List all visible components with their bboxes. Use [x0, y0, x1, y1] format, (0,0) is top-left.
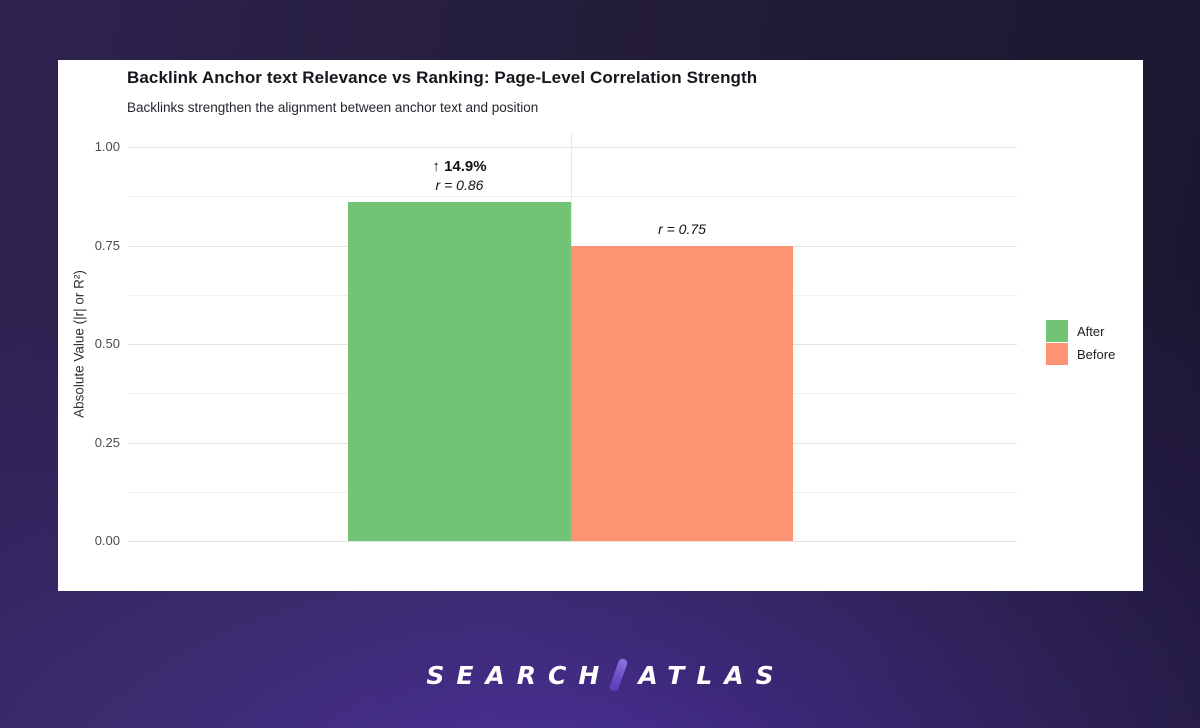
legend: After Before: [1046, 320, 1115, 366]
searchatlas-logo: SEARCH ATLAS: [0, 651, 1200, 699]
annotation-line: r = 0.75: [658, 220, 706, 237]
y-tick-label: 1.00: [94, 139, 120, 154]
y-tick-label: 0.00: [94, 533, 120, 548]
bar-after: [348, 202, 571, 541]
annotation-line: ↑ 14.9%: [432, 158, 487, 176]
bar-annotation-before: r = 0.75: [658, 220, 706, 239]
plot-area: ↑ 14.9% r = 0.86 r = 0.75: [128, 133, 1017, 542]
legend-swatch: [1046, 320, 1068, 342]
chart-subtitle: Backlinks strengthen the alignment betwe…: [127, 100, 539, 115]
gridline-major: [128, 541, 1017, 542]
legend-item-after: After: [1046, 320, 1115, 342]
chart-card: Backlink Anchor text Relevance vs Rankin…: [58, 60, 1143, 591]
logo-slash-icon: [608, 657, 629, 693]
gridline-minor: [128, 196, 1017, 198]
bar-before: [571, 245, 793, 541]
legend-label: After: [1077, 323, 1105, 339]
legend-label: Before: [1077, 346, 1116, 362]
y-tick-label: 0.50: [94, 336, 120, 351]
gridline-major: [128, 147, 1017, 148]
chart-title: Backlink Anchor text Relevance vs Rankin…: [127, 68, 758, 87]
y-tick-label: 0.75: [94, 237, 120, 253]
annotation-line: r = 0.86: [435, 177, 484, 194]
logo-text-atlas: ATLAS: [638, 660, 786, 690]
bar-annotation-after: ↑ 14.9% r = 0.86: [432, 157, 486, 195]
logo-text-search: SEARCH: [426, 660, 612, 690]
legend-item-before: Before: [1046, 343, 1115, 365]
legend-swatch: [1046, 343, 1068, 365]
y-tick-label: 0.25: [94, 434, 120, 450]
